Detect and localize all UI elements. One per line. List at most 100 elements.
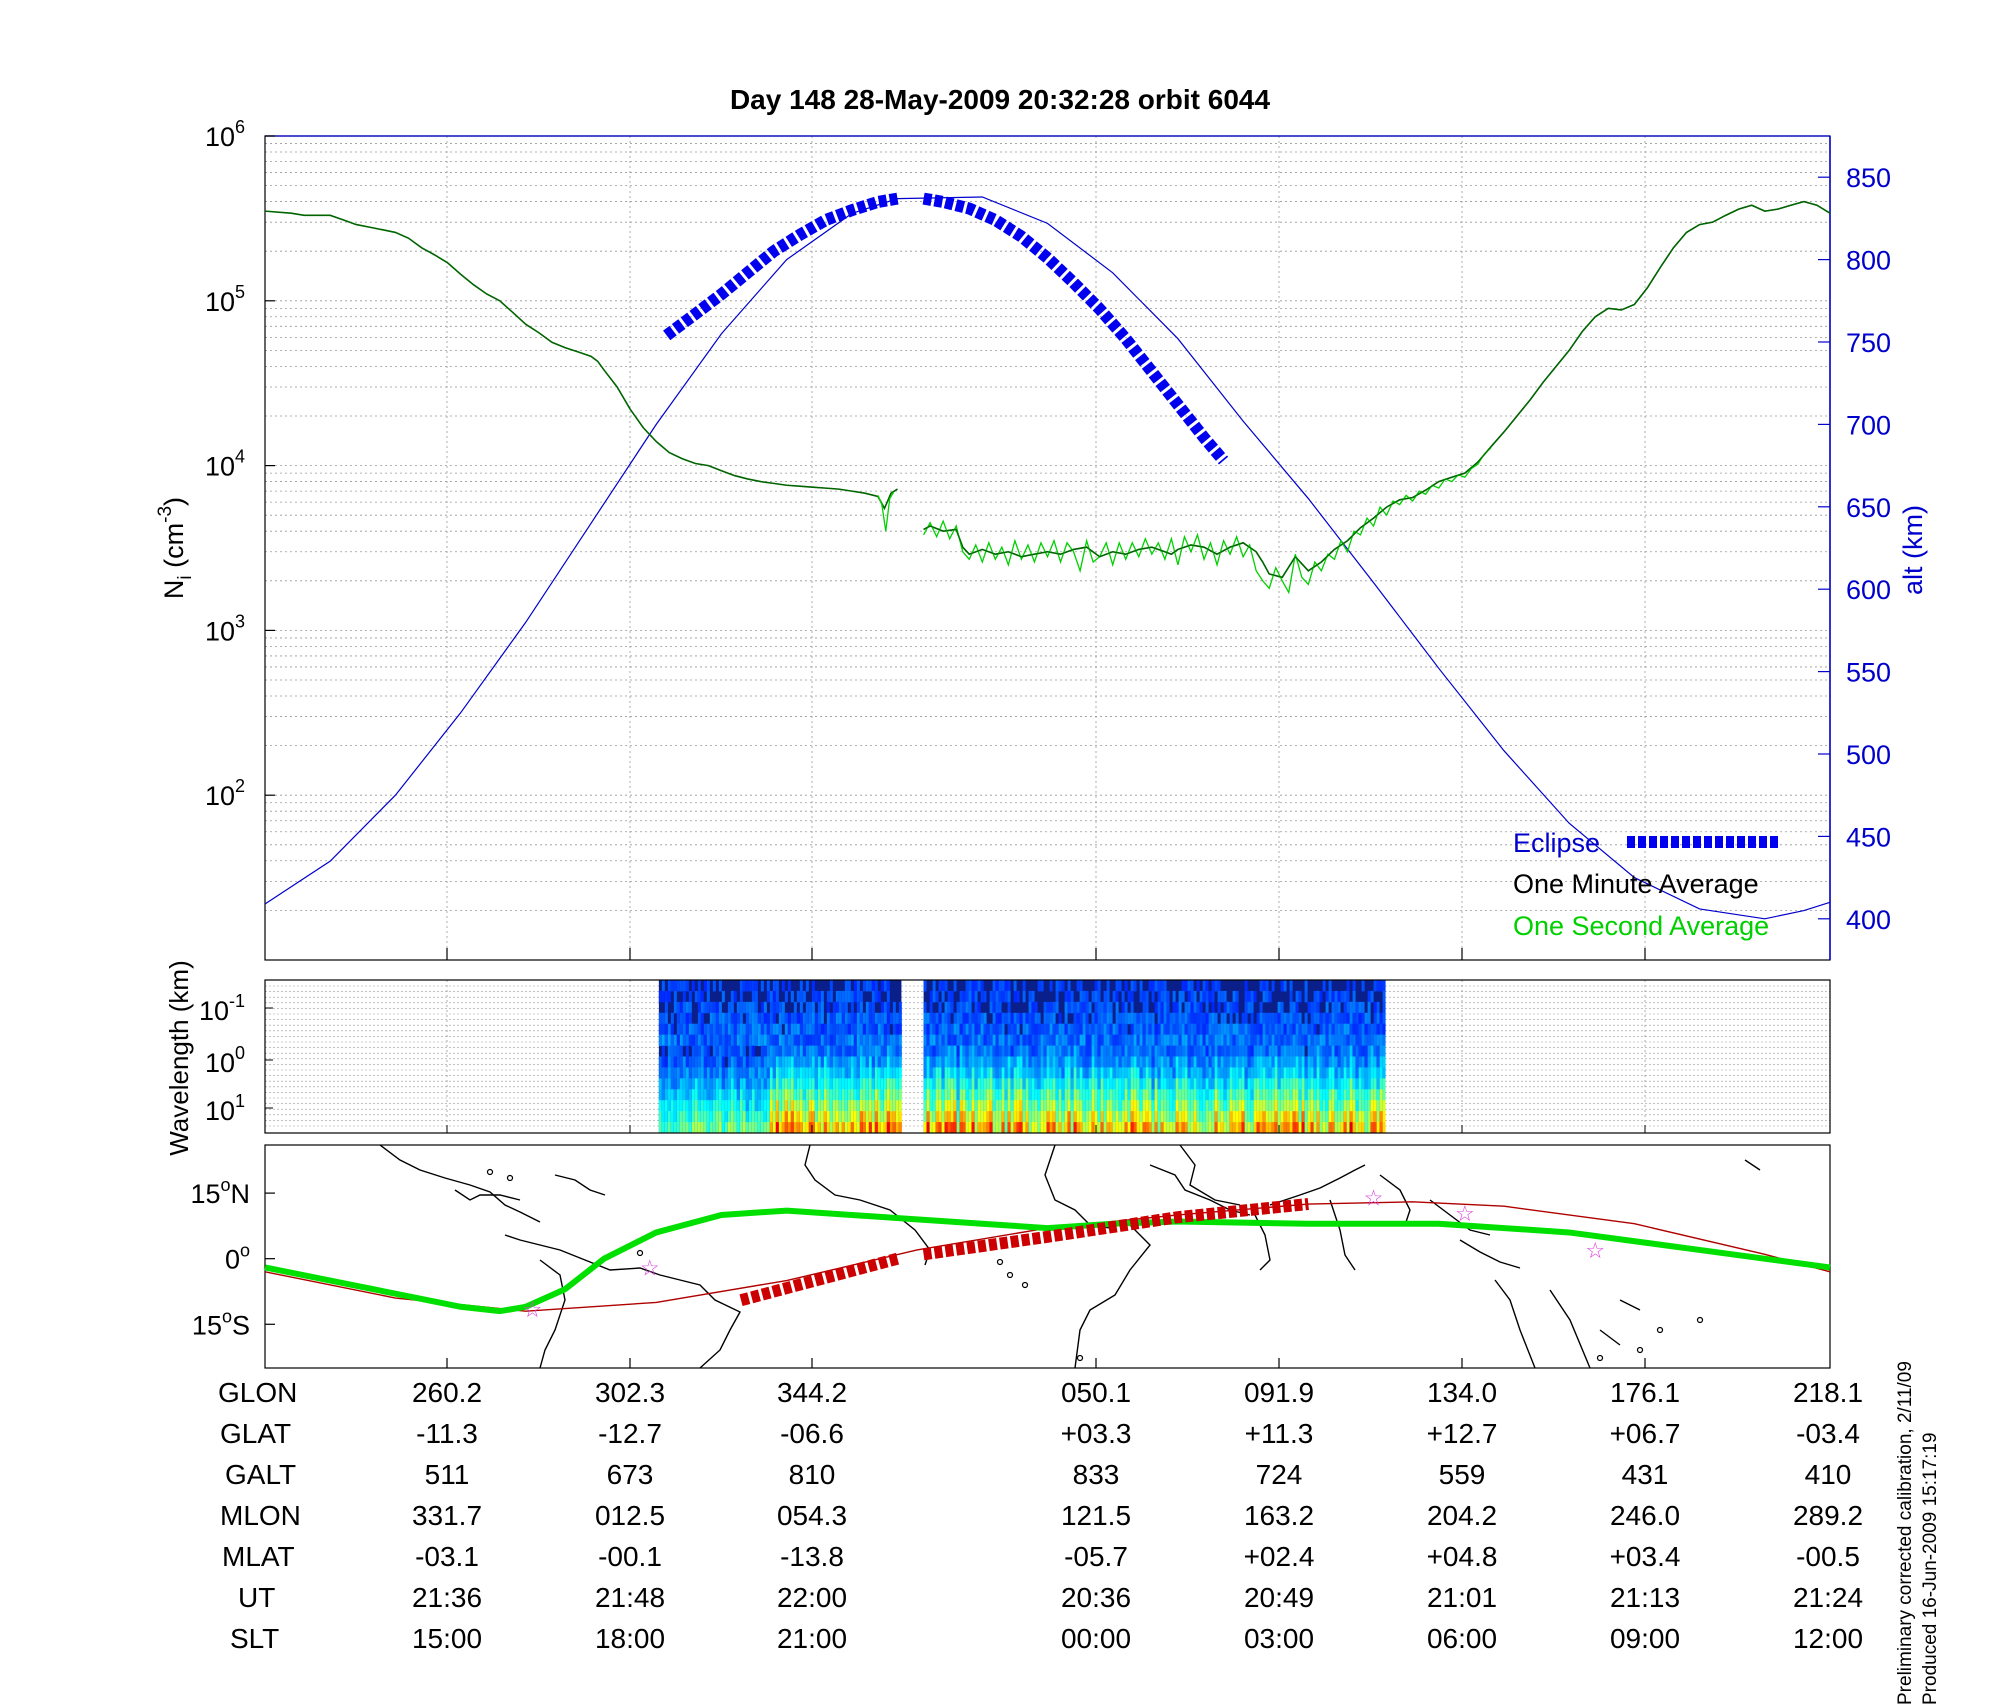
spectrogram-cell: [1226, 1089, 1230, 1101]
spectrogram-cell: [1274, 1089, 1278, 1101]
spectrogram-cell: [790, 1111, 794, 1123]
spectrogram-cell: [1244, 1078, 1248, 1090]
spectrogram-cell: [826, 1045, 830, 1057]
spectrogram-cell: [1361, 1122, 1365, 1134]
spectrogram-cell: [1079, 1100, 1083, 1112]
spectrogram-cell: [796, 1089, 800, 1101]
spectrogram-cell: [814, 1012, 818, 1025]
spectrogram-cell: [1223, 990, 1227, 1003]
spectrogram-cell: [1217, 1056, 1221, 1068]
spectrogram-cell: [898, 1089, 902, 1101]
spectrogram-cell: [841, 1056, 845, 1068]
spectrogram-cell: [862, 1122, 866, 1134]
spectrogram-cell: [1361, 1089, 1365, 1101]
spectrogram-cell: [1298, 1078, 1302, 1090]
spectrogram-cell: [1157, 1100, 1161, 1112]
spectrogram-cell: [835, 1045, 839, 1057]
spectrogram-cell: [1187, 1089, 1191, 1101]
spectrogram-cell: [971, 1045, 975, 1057]
spectrogram-cell: [712, 1078, 716, 1090]
spectrogram-cell: [835, 1056, 839, 1068]
spectrogram-cell: [1157, 1067, 1161, 1079]
spectrogram-cell: [1217, 1111, 1221, 1123]
spectrogram-cell: [826, 990, 830, 1003]
spectrogram-cell: [760, 1023, 764, 1036]
spectrogram-cell: [1286, 1056, 1290, 1068]
spectrogram-cell: [1229, 1078, 1233, 1090]
spectrogram-cell: [763, 1089, 767, 1101]
spectrogram-cell: [923, 1089, 927, 1101]
spectrogram-cell: [1313, 1023, 1317, 1036]
spectrogram-cell: [965, 1111, 969, 1123]
spectrogram-cell: [995, 1034, 999, 1047]
spectrogram-cell: [1193, 1023, 1197, 1036]
spectrogram-cell: [1079, 990, 1083, 1003]
coastline: [1459, 1239, 1521, 1269]
spectrogram-cell: [751, 1122, 755, 1134]
spectrogram-cell: [968, 980, 972, 992]
spectrogram-cell: [745, 1056, 749, 1068]
spectrogram-cell: [844, 1056, 848, 1068]
spectrogram-cell: [995, 980, 999, 992]
spectrogram-cell: [1037, 1067, 1041, 1079]
spectrogram-cell: [778, 1089, 782, 1101]
table-cell: +12.7: [1426, 1418, 1498, 1449]
alt-y-tick-label: 850: [1846, 163, 1891, 193]
spectrogram-cell: [826, 1012, 830, 1025]
spectrogram-cell: [1376, 1089, 1380, 1101]
spectrogram-cell: [1334, 1023, 1338, 1036]
spectrogram-cell: [658, 1012, 662, 1025]
spectrogram-cell: [1163, 1100, 1167, 1112]
spectrogram-cell: [1106, 1056, 1110, 1068]
spectrogram-cell: [980, 1045, 984, 1057]
spectrogram-cell: [1082, 1012, 1086, 1025]
spectrogram-cell: [676, 1122, 680, 1134]
spectrogram-cell: [766, 1045, 770, 1057]
spectrogram-cell: [1199, 1078, 1203, 1090]
spectrogram-cell: [977, 1056, 981, 1068]
spectrogram-cell: [775, 1111, 779, 1123]
spectrogram-cell: [1028, 1034, 1032, 1047]
spectrogram-cell: [1151, 980, 1155, 992]
spectrogram-cell: [1034, 1078, 1038, 1090]
spectrogram-cell: [1046, 1034, 1050, 1047]
spectrogram-cell: [712, 1111, 716, 1123]
spectrogram-cell: [757, 1122, 761, 1134]
spectrogram-cell: [1271, 1012, 1275, 1025]
spectrogram-cell: [1052, 1089, 1056, 1101]
spectrogram-cell: [1250, 1089, 1254, 1101]
spectrogram-cell: [1328, 990, 1332, 1003]
spectrogram-cell: [1259, 1001, 1263, 1014]
spectrogram-cell: [956, 1012, 960, 1025]
spectrogram-cell: [1313, 1122, 1317, 1134]
spectrogram-cell: [871, 1034, 875, 1047]
spectrogram-cell: [1100, 1012, 1104, 1025]
spectrogram-cell: [941, 1034, 945, 1047]
spectrogram-cell: [953, 1045, 957, 1057]
spectrogram-cell: [700, 1045, 704, 1057]
spectrogram-cell: [1181, 1122, 1185, 1134]
spectrogram-cell: [679, 980, 683, 992]
spectrogram-cell: [1382, 1034, 1386, 1047]
spectrogram-cell: [959, 1023, 963, 1036]
spectrogram-cell: [1232, 1001, 1236, 1014]
spectrogram-cell: [1355, 1034, 1359, 1047]
spectrogram-cell: [1166, 1045, 1170, 1057]
spectrogram-cell: [1160, 1100, 1164, 1112]
spectrogram-cell: [802, 990, 806, 1003]
spectrogram-cell: [1259, 1012, 1263, 1025]
spectrogram-cell: [1178, 1012, 1182, 1025]
spectrogram-cell: [1328, 1089, 1332, 1101]
spectrogram-cell: [718, 1067, 722, 1079]
spectrogram-cell: [658, 1089, 662, 1101]
spectrogram-cell: [802, 1078, 806, 1090]
spectrogram-cell: [1253, 1023, 1257, 1036]
spectrogram-cell: [1070, 1045, 1074, 1057]
spectrogram-cell: [1220, 1012, 1224, 1025]
spectrogram-cell: [1070, 1100, 1074, 1112]
eclipse-marker-line: [922, 192, 1229, 465]
spectrogram-cell: [793, 1089, 797, 1101]
spectrogram-cell: [754, 1122, 758, 1134]
spectrogram-cell: [1337, 990, 1341, 1003]
spectrogram-cell: [1292, 1056, 1296, 1068]
